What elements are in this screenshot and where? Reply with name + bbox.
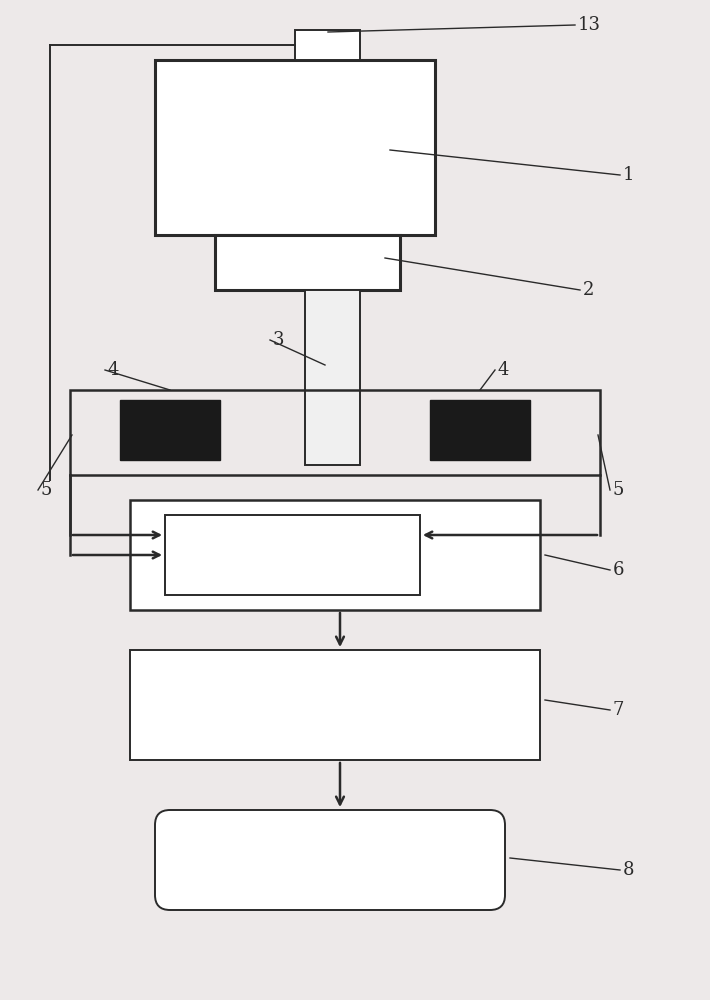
Bar [430,400,530,460]
Text: 6: 6 [613,561,625,579]
Text: 3: 3 [273,331,285,349]
Text: 5: 5 [613,481,624,499]
Bar [130,650,540,760]
Text: 4: 4 [108,361,119,379]
FancyBboxPatch shape [155,810,505,910]
Bar [130,500,540,610]
Text: 2: 2 [583,281,594,299]
Text: 7: 7 [613,701,624,719]
Text: 13: 13 [578,16,601,34]
Text: 8: 8 [623,861,635,879]
Text: 5: 5 [41,481,53,499]
Bar [215,235,400,290]
Bar [70,390,600,475]
Bar [305,290,360,465]
Bar [165,515,420,595]
Text: 1: 1 [623,166,635,184]
Bar [155,60,435,235]
Bar [295,30,360,60]
Bar [120,400,220,460]
Text: 4: 4 [498,361,509,379]
